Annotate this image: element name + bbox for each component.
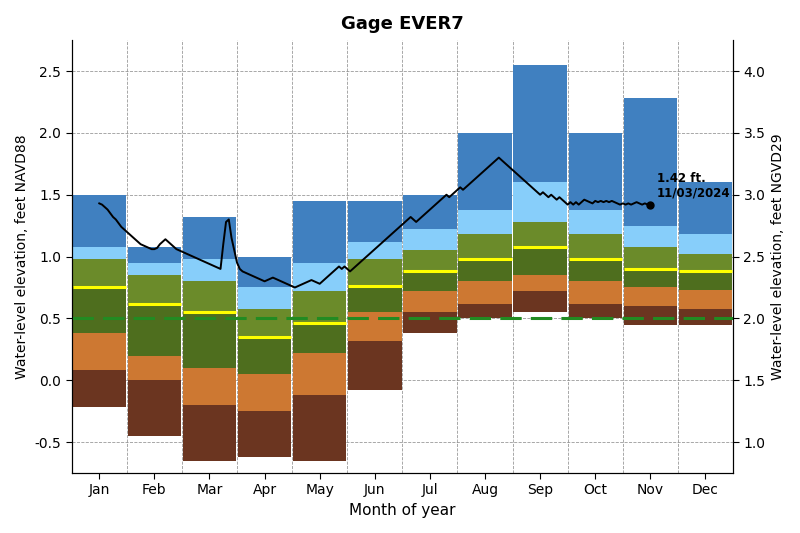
Bar (678, 271, 732, 290)
Bar (514, 275, 567, 291)
Bar (458, 259, 512, 281)
Bar (569, 235, 622, 259)
Y-axis label: Water-level elevation, feet NGVD29: Water-level elevation, feet NGVD29 (771, 133, 785, 380)
Bar (569, 209, 622, 235)
Bar (458, 209, 512, 235)
Bar (238, 287, 291, 309)
Bar (569, 281, 622, 304)
Bar (458, 235, 512, 259)
Bar (624, 247, 677, 269)
Bar (293, 291, 346, 324)
Bar (128, 247, 181, 263)
Bar (569, 259, 622, 281)
Bar (348, 341, 402, 390)
Bar (73, 195, 126, 247)
Bar (403, 291, 457, 312)
Bar (458, 133, 512, 209)
Bar (514, 182, 567, 222)
Bar (128, 275, 181, 304)
Bar (128, 263, 181, 275)
Bar (238, 337, 291, 374)
Bar (678, 254, 732, 271)
Bar (348, 242, 402, 259)
Bar (182, 259, 236, 281)
Bar (128, 356, 181, 380)
Bar (678, 290, 732, 309)
Bar (293, 324, 346, 353)
Bar (238, 411, 291, 457)
Bar (293, 353, 346, 395)
Bar (182, 405, 236, 461)
Bar (569, 304, 622, 318)
Bar (514, 222, 567, 247)
Bar (678, 309, 732, 325)
Bar (73, 247, 126, 259)
Bar (182, 312, 236, 368)
Bar (624, 225, 677, 247)
Bar (73, 259, 126, 287)
Bar (403, 271, 457, 291)
Y-axis label: Water-level elevation, feet NAVD88: Water-level elevation, feet NAVD88 (15, 134, 29, 379)
Bar (458, 281, 512, 304)
Bar (182, 217, 236, 259)
Bar (348, 201, 402, 242)
Bar (348, 286, 402, 312)
X-axis label: Month of year: Month of year (349, 503, 456, 518)
Bar (73, 333, 126, 370)
Bar (678, 235, 732, 254)
Bar (624, 287, 677, 306)
Bar (293, 263, 346, 291)
Bar (403, 229, 457, 251)
Bar (238, 256, 291, 287)
Bar (293, 395, 346, 461)
Bar (73, 370, 126, 407)
Title: Gage EVER7: Gage EVER7 (341, 15, 464, 33)
Bar (624, 98, 677, 225)
Bar (624, 269, 677, 287)
Bar (624, 306, 677, 325)
Bar (403, 312, 457, 333)
Bar (182, 281, 236, 312)
Text: 1.42 ft.
11/03/2024: 1.42 ft. 11/03/2024 (657, 172, 730, 200)
Bar (128, 304, 181, 356)
Bar (678, 182, 732, 235)
Bar (514, 291, 567, 312)
Bar (238, 309, 291, 337)
Bar (238, 374, 291, 411)
Bar (182, 368, 236, 405)
Bar (293, 201, 346, 263)
Bar (514, 65, 567, 182)
Bar (348, 312, 402, 341)
Bar (403, 251, 457, 271)
Bar (348, 259, 402, 286)
Bar (403, 195, 457, 229)
Bar (458, 304, 512, 318)
Bar (128, 380, 181, 436)
Bar (73, 287, 126, 333)
Bar (569, 133, 622, 209)
Bar (514, 247, 567, 275)
